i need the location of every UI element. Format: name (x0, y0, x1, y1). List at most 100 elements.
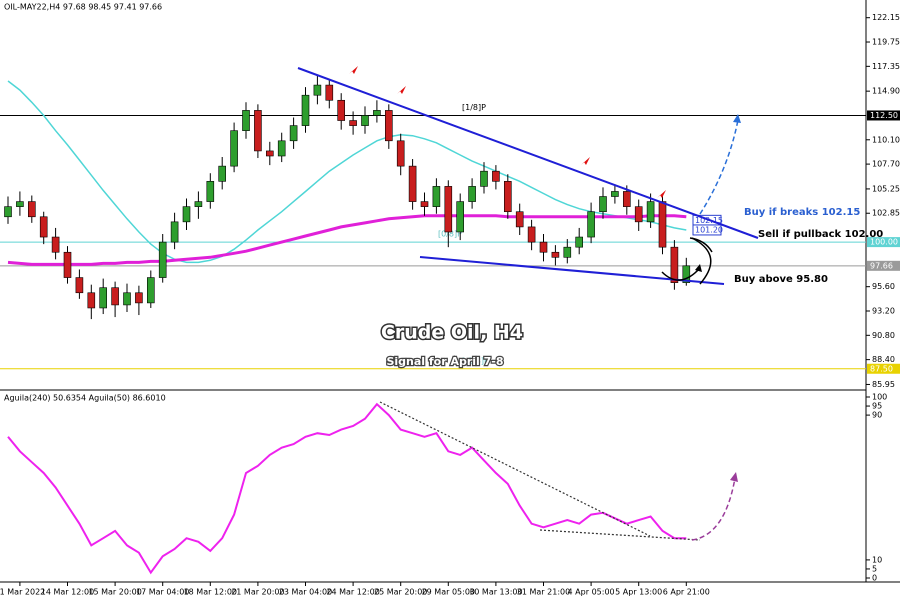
levels: 112.50 [1/8]P 100.00 [0/8]P 97.66 87.50 [-1/8]… (0, 103, 900, 374)
x-tick-label: 25 Mar 20:00 (374, 588, 427, 597)
x-tick-label: 14 Mar 12:00 (41, 588, 94, 597)
y-tick-label: 88.40 (872, 355, 895, 364)
arrow (581, 157, 590, 165)
candle-body (670, 246, 679, 283)
level-label: 112.50 (870, 111, 898, 120)
candle-body (51, 236, 60, 253)
moving-average (7, 80, 687, 264)
x-tick-label: 15 Mar 20:00 (88, 588, 141, 597)
x-tick-label: 17 Mar 04:00 (136, 588, 189, 597)
curved-arrow (689, 237, 713, 253)
y-tick-label: 105.25 (872, 184, 900, 193)
arrow (657, 190, 666, 198)
chart-title: OIL-MAY22,H4 97.68 98.45 97.41 97.66 (4, 3, 162, 12)
red-arrows (349, 66, 666, 198)
x-tick-label: 18 Mar 12:00 (184, 588, 237, 597)
y-tick-label: 95.60 (872, 282, 895, 291)
x-tick-label: 4 Apr 05:00 (568, 588, 615, 597)
x-tick-label: 23 Mar 04:00 (279, 588, 332, 597)
curved-arrow (691, 237, 712, 285)
candle-body (39, 216, 48, 238)
x-tick-label: 5 Apr 13:00 (615, 588, 662, 597)
candle-body (230, 130, 238, 167)
level-tag: [1/8]P (462, 103, 486, 112)
subheadline: Signal for April 7-8 (386, 355, 503, 368)
candle-body (658, 201, 667, 248)
candle-body (16, 201, 24, 207)
candle-body (242, 110, 250, 131)
candle-body (468, 186, 476, 202)
candle-body (456, 201, 465, 233)
level-tag: [-1/8]P (462, 356, 489, 365)
annotation: Buy if breaks 102.15 (744, 207, 860, 218)
trendline (297, 67, 759, 239)
y-tick-label: 10 (872, 555, 882, 564)
candle-body (611, 191, 619, 197)
level-label: 97.66 (870, 261, 893, 270)
candle-body (147, 277, 155, 304)
arrow-head (695, 264, 702, 272)
candle-body (182, 206, 191, 223)
level-tag: [0/8]P (438, 230, 462, 239)
candle-body (170, 221, 179, 243)
candle-body (135, 292, 143, 304)
candle-body (420, 201, 429, 207)
headline: Crude Oil, H4 (381, 322, 523, 344)
candle-body (551, 251, 560, 258)
x-tick-label: 24 Mar 12:00 (326, 588, 379, 597)
indicator-label: Aguila(240) 50.6354 Aguila(50) 86.6010 (4, 394, 166, 403)
candle-body (384, 110, 393, 142)
y-tick-label: 117.35 (872, 62, 900, 71)
candle-body (289, 125, 298, 142)
candle-body (599, 196, 607, 213)
x-tick-label: 11 Mar 2022 (0, 588, 45, 597)
candle-body (492, 170, 500, 182)
y-tick-label: 110.10 (872, 135, 900, 144)
y-tick-label: 122.15 (872, 13, 900, 22)
candle-body (646, 201, 655, 223)
candle-body (337, 99, 346, 121)
candle-body (587, 211, 595, 238)
candle-body (158, 241, 167, 278)
candle-body (87, 292, 96, 309)
candle-body (361, 115, 369, 126)
y-tick-label: 119.75 (872, 38, 900, 47)
arrow-head (730, 472, 738, 482)
candle-body (539, 241, 548, 253)
x-tick-label: 30 Mar 13:00 (469, 588, 522, 597)
candle-body (575, 236, 584, 248)
level-box (867, 237, 900, 248)
candle-body (634, 206, 643, 223)
candle-body (622, 191, 631, 207)
x-tick-label: 21 Mar 20:00 (231, 588, 284, 597)
y-tick-label: 5 (872, 564, 877, 573)
candle-body (480, 170, 488, 187)
candle-body (218, 165, 226, 182)
level-box (867, 260, 900, 271)
x-tick-label: 31 Mar 21:00 (517, 588, 570, 597)
y-tick-label: 85.95 (872, 380, 895, 389)
candle-body (373, 110, 381, 116)
candle-body (444, 186, 453, 233)
candle-body (515, 211, 524, 228)
x-tick-label: 29 Mar 05:00 (422, 588, 475, 597)
y-tick-label: 100 (872, 393, 887, 402)
osc-trendline (539, 529, 701, 541)
candle-body (682, 265, 691, 283)
candle-body (396, 140, 405, 167)
arrow (397, 86, 406, 94)
candle-body (63, 251, 72, 278)
candle-body (254, 110, 262, 152)
signal-box (692, 224, 722, 236)
level-label: 87.50 (870, 364, 893, 373)
arrow (349, 66, 358, 74)
candle-body (527, 226, 536, 243)
y-tick-label: 93.20 (872, 307, 895, 316)
level-label: 100.00 (870, 238, 898, 247)
y-tick-label: 95 (872, 402, 882, 411)
candle-body (503, 181, 512, 213)
candle-body (123, 292, 131, 306)
candle-body (206, 181, 215, 202)
